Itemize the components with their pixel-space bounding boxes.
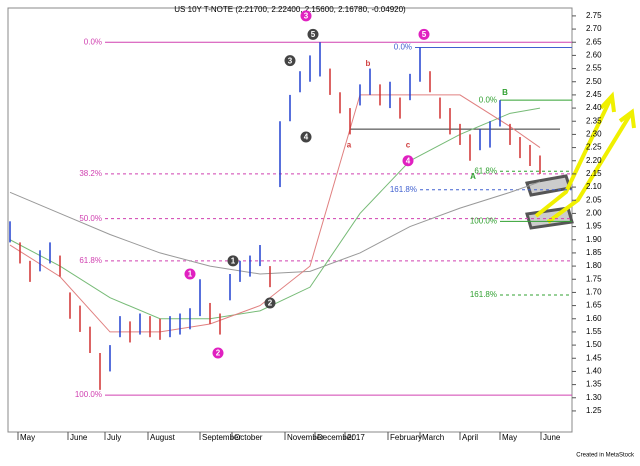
wave-label: A [470,172,476,181]
x-tick-label: June [70,433,88,442]
y-tick-label: 1.55 [586,327,602,336]
wave-marker [264,297,276,309]
y-tick-label: 2.10 [586,182,602,191]
fib-label: 161.8% [390,185,417,194]
wave-marker [227,255,239,267]
wave-label: c [406,141,411,150]
y-tick-label: 1.75 [586,274,602,283]
x-tick-label: October [234,433,263,442]
wave-label: 1 [231,256,236,265]
x-tick-label: November [287,433,324,442]
fib-label: 61.8% [474,166,497,175]
y-tick-label: 2.40 [586,103,602,112]
y-tick-label: 2.30 [586,130,602,139]
y-tick-label: 2.75 [586,11,602,20]
moving-average [9,107,541,320]
y-tick-label: 2.00 [586,209,602,218]
y-tick-label: 2.05 [586,195,602,204]
arrowhead [599,91,616,113]
wave-label: 2 [216,349,221,358]
x-tick-label: August [150,433,176,442]
fib-label: 100.0% [470,216,497,225]
x-tick-label: February [390,433,422,442]
x-tick-label: March [422,433,444,442]
y-tick-label: 1.45 [586,353,602,362]
y-tick-label: 2.15 [586,169,602,178]
arrowhead [618,108,636,129]
y-tick-label: 2.55 [586,64,602,73]
y-tick-label: 2.35 [586,116,602,125]
wave-marker [418,28,430,40]
wave-marker [184,268,196,280]
y-tick-label: 1.40 [586,367,602,376]
x-tick-label: May [502,433,517,442]
wave-marker [284,55,296,67]
y-tick-label: 1.70 [586,288,602,297]
wave-marker [300,131,312,143]
fib-label: 0.0% [84,37,102,46]
chart-title: US 10Y T-NOTE (2.21700, 2.22400, 2.15600… [174,5,406,14]
wave-label: 4 [304,133,309,142]
fib-label: 100.0% [75,390,102,399]
x-tick-label: September [202,433,241,442]
fib-label: 61.8% [79,256,102,265]
fib-label: 0.0% [479,95,497,104]
y-tick-label: 2.45 [586,90,602,99]
wave-label: 5 [422,30,427,39]
y-tick-label: 1.95 [586,222,602,231]
wave-label: 3 [288,56,293,65]
x-tick-label: July [107,433,121,442]
fib-label: 38.2% [79,169,102,178]
x-tick-label: April [462,433,478,442]
y-tick-label: 1.30 [586,393,602,402]
x-tick-label: June [543,433,561,442]
y-tick-label: 1.65 [586,301,602,310]
arrow [534,99,612,218]
y-tick-label: 1.90 [586,235,602,244]
x-tick-label: May [20,433,35,442]
y-tick-label: 2.25 [586,143,602,152]
y-tick-label: 2.70 [586,24,602,33]
y-tick-label: 1.60 [586,314,602,323]
footer: Created in MetaStock [576,453,635,459]
fib-label: 161.8% [470,290,497,299]
wave-label: 5 [311,30,316,39]
wave-marker [212,347,224,359]
moving-average [9,181,541,275]
y-tick-label: 1.85 [586,248,602,257]
wave-label: 3 [304,12,309,21]
y-tick-label: 1.80 [586,261,602,270]
wave-marker [307,28,319,40]
wave-marker [300,10,312,22]
y-tick-label: 2.60 [586,51,602,60]
x-tick-label: 2017 [347,433,365,442]
x-tick-label: December [317,433,354,442]
wave-label: b [366,59,371,68]
y-tick-label: 1.50 [586,340,602,349]
wave-label: B [502,88,508,97]
y-tick-label: 2.50 [586,77,602,86]
arrow [546,113,632,224]
moving-average [9,94,541,333]
fib-label: 50.0% [79,214,102,223]
y-tick-label: 2.20 [586,156,602,165]
wave-label: 2 [268,299,273,308]
y-tick-label: 2.65 [586,37,602,46]
wave-label: a [347,141,352,150]
wave-marker [402,155,414,167]
annotations [525,91,636,230]
wave-label: 1 [188,270,193,279]
y-tick-label: 1.35 [586,380,602,389]
wave-label: 4 [406,156,411,165]
y-tick-label: 1.25 [586,406,602,415]
fib-label: 0.0% [394,43,412,52]
